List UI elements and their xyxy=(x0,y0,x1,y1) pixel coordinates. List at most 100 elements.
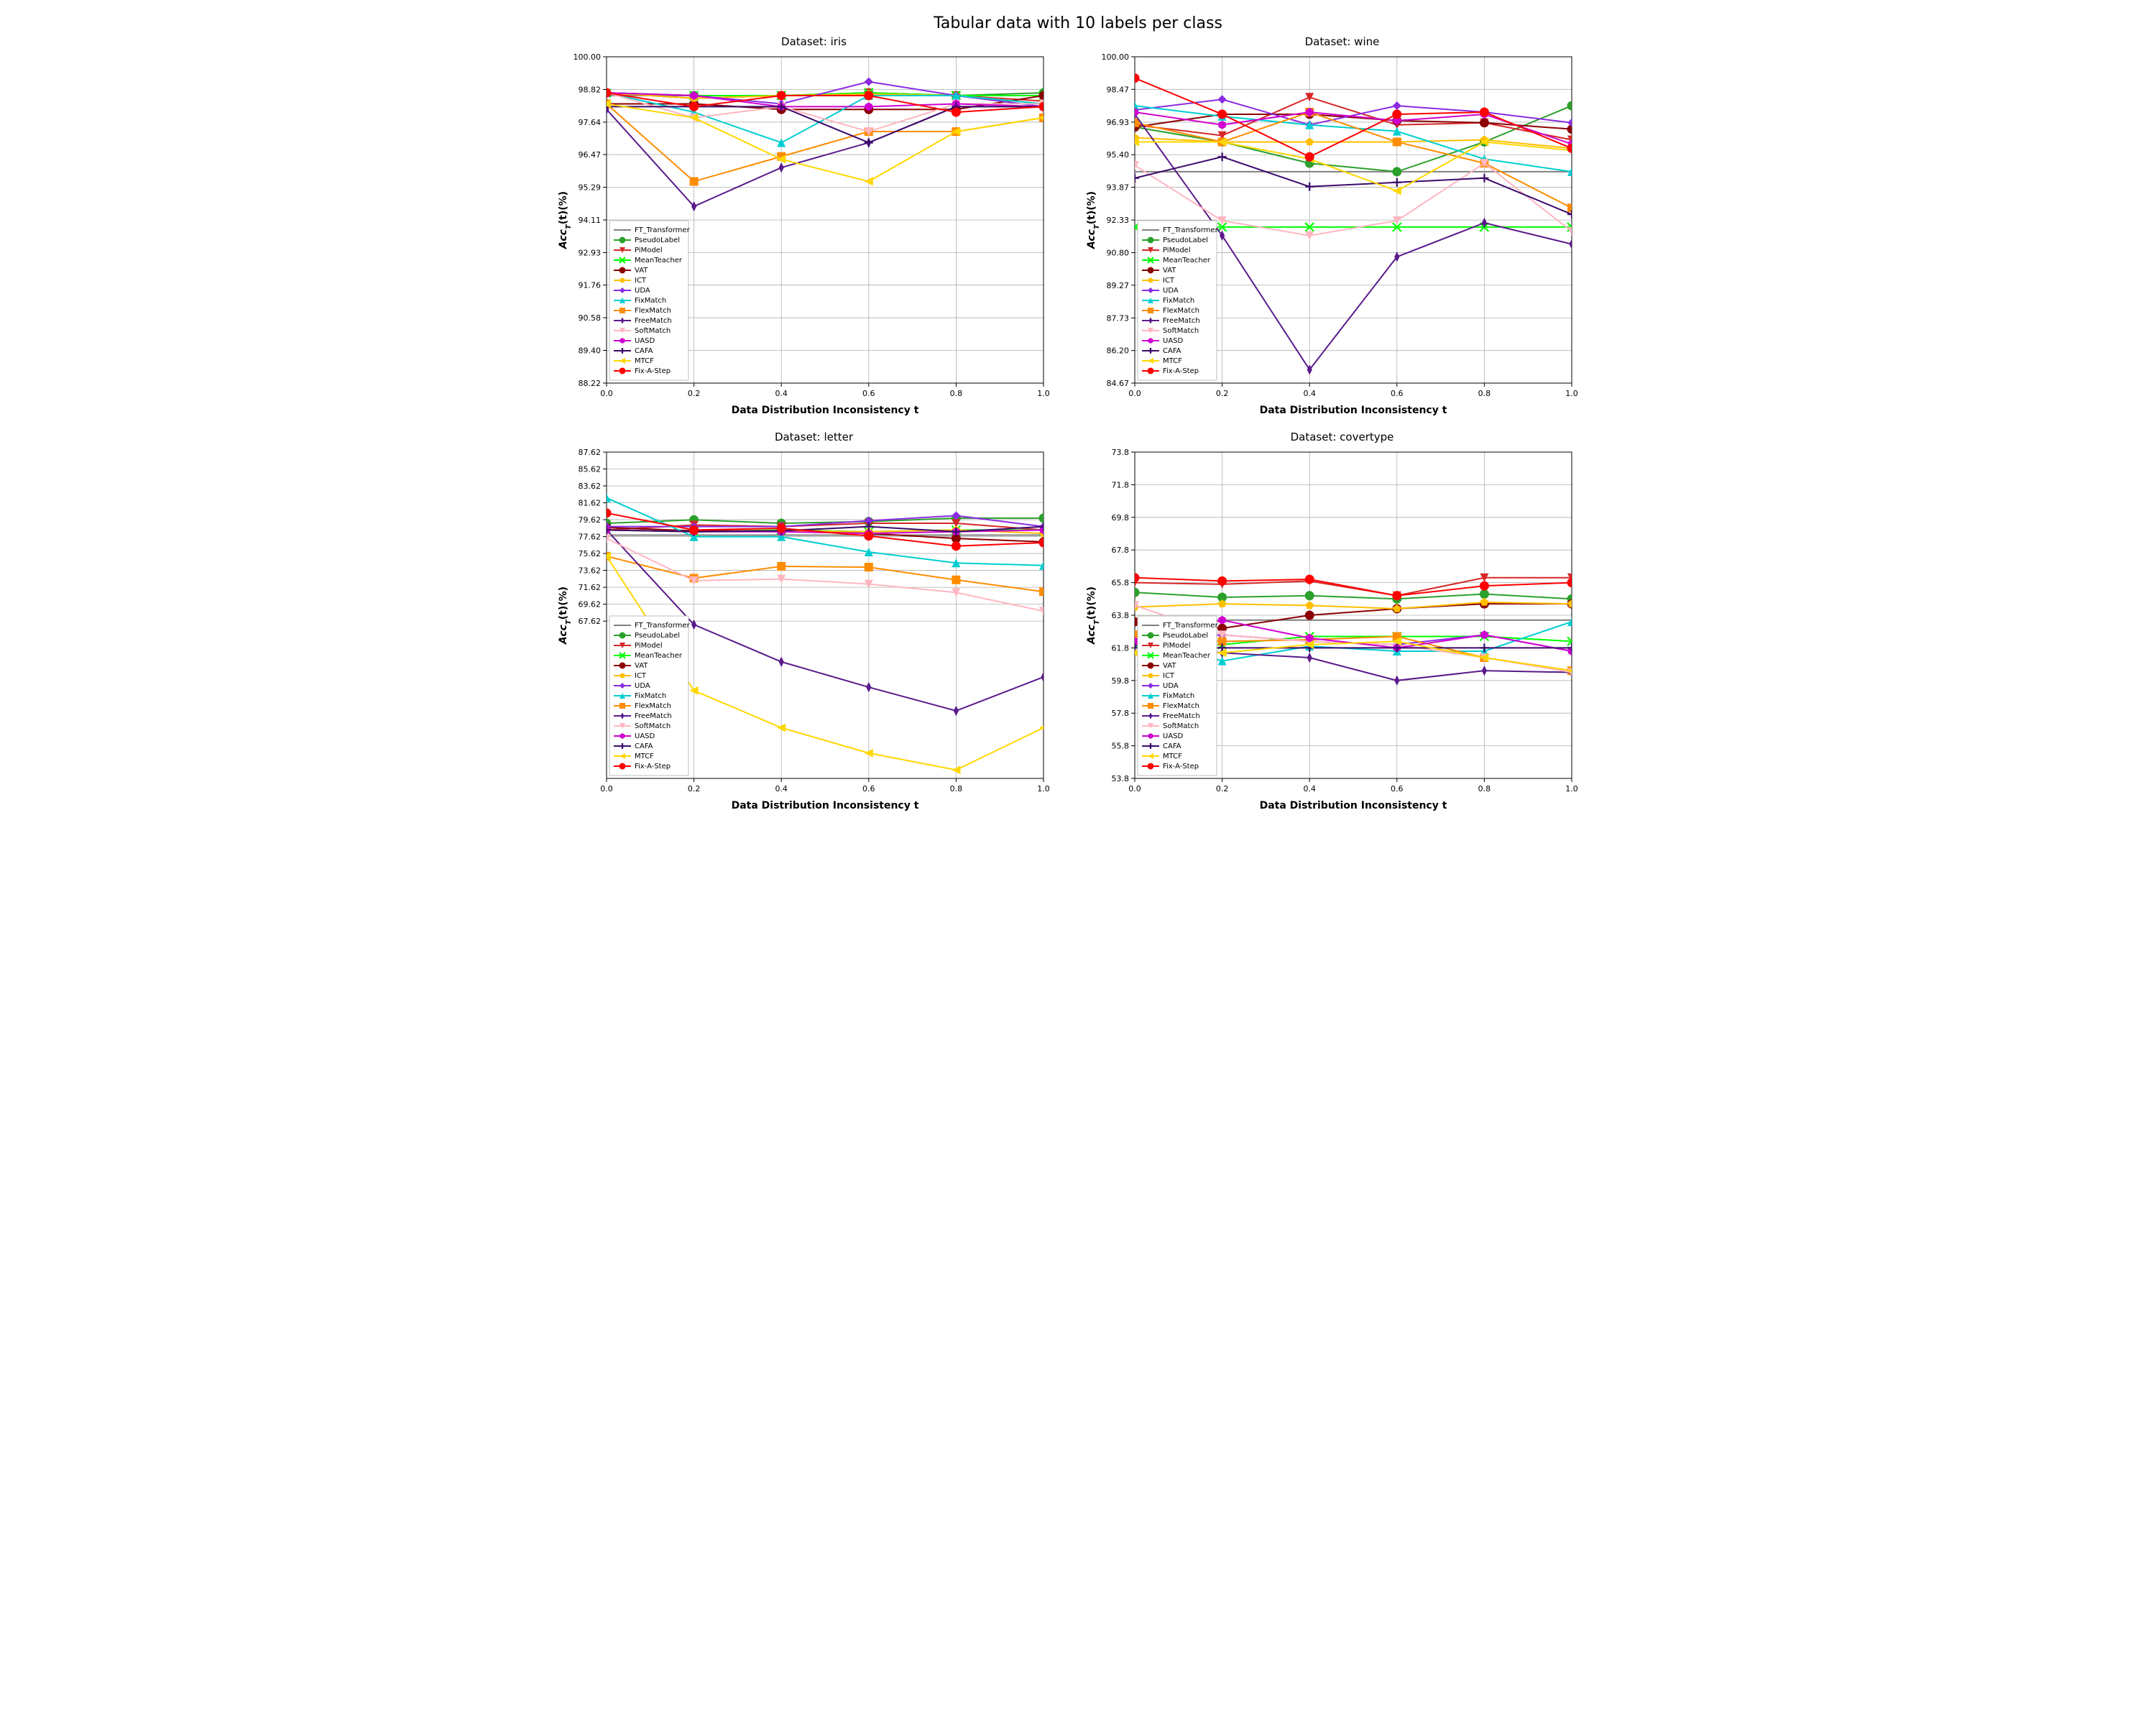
legend-label: PiModel xyxy=(635,247,663,254)
panel-title: Dataset: iris xyxy=(553,35,1074,48)
y-tick-label: 81.62 xyxy=(579,499,602,508)
y-tick-label: 90.80 xyxy=(1107,248,1130,257)
legend-label: FreeMatch xyxy=(1163,712,1200,720)
legend-item: FreeMatch xyxy=(614,712,672,720)
y-tick-label: 98.82 xyxy=(579,85,602,94)
y-tick-label: 84.67 xyxy=(1107,379,1130,388)
y-tick-label: 98.47 xyxy=(1107,85,1130,94)
y-axis-label: AccT(t)(%) xyxy=(558,191,573,249)
x-tick-label: 0.4 xyxy=(1303,784,1316,794)
legend-label: FT_Transformer xyxy=(635,226,691,234)
legend-label: UASD xyxy=(1163,337,1184,345)
legend-label: Fix-A-Step xyxy=(635,367,671,375)
y-tick-label: 85.62 xyxy=(579,465,602,474)
legend-label: FlexMatch xyxy=(1163,702,1199,710)
legend-label: FixMatch xyxy=(635,297,666,305)
legend-label: CAFA xyxy=(1163,742,1181,750)
y-tick-label: 87.62 xyxy=(579,448,602,457)
x-tick-label: 0.8 xyxy=(1478,784,1491,794)
legend-label: MeanTeacher xyxy=(1163,652,1211,660)
y-tick-label: 95.40 xyxy=(1107,150,1130,160)
legend-label: VAT xyxy=(635,662,648,670)
legend-label: ICT xyxy=(635,277,647,285)
legend-label: PiModel xyxy=(635,642,663,650)
legend-label: FixMatch xyxy=(635,692,666,700)
x-tick-label: 0.0 xyxy=(1128,389,1141,398)
chart-panel: Dataset: letter0.00.20.40.60.81.067.6269… xyxy=(553,431,1074,819)
legend-label: MTCF xyxy=(635,357,654,365)
legend-label: FT_Transformer xyxy=(1163,622,1219,630)
y-tick-label: 59.8 xyxy=(1112,676,1130,686)
x-tick-label: 0.4 xyxy=(775,784,788,794)
legend-label: PseudoLabel xyxy=(1163,632,1208,640)
y-tick-label: 65.8 xyxy=(1112,579,1130,588)
y-tick-label: 79.62 xyxy=(579,515,602,525)
x-tick-label: 0.8 xyxy=(1478,389,1491,398)
legend-label: FlexMatch xyxy=(635,307,671,315)
x-axis-label: Data Distribution Inconsistency t xyxy=(1260,800,1447,811)
x-tick-label: 1.0 xyxy=(1037,784,1050,794)
y-tick-label: 77.62 xyxy=(579,533,602,542)
y-tick-label: 53.8 xyxy=(1112,774,1130,783)
legend-item: Fix-A-Step xyxy=(1142,763,1199,770)
legend-label: FT_Transformer xyxy=(635,622,691,630)
legend-label: FT_Transformer xyxy=(1163,226,1219,234)
y-tick-label: 96.93 xyxy=(1107,118,1130,127)
legend-label: MTCF xyxy=(1163,357,1182,365)
x-tick-label: 0.2 xyxy=(1216,389,1229,398)
x-tick-label: 0.4 xyxy=(775,389,788,398)
legend-label: ICT xyxy=(1163,672,1175,680)
legend-label: FlexMatch xyxy=(635,702,671,710)
x-tick-label: 0.6 xyxy=(1391,784,1404,794)
legend-label: SoftMatch xyxy=(1163,327,1199,335)
y-axis-label: AccT(t)(%) xyxy=(1086,191,1101,249)
chart-panel: Dataset: iris0.00.20.40.60.81.088.2289.4… xyxy=(553,35,1074,423)
legend-label: FixMatch xyxy=(1163,297,1194,305)
x-tick-label: 1.0 xyxy=(1037,389,1050,398)
y-tick-label: 97.64 xyxy=(579,118,602,127)
x-tick-label: 0.2 xyxy=(688,784,701,794)
y-tick-label: 57.8 xyxy=(1112,709,1130,718)
x-tick-label: 0.6 xyxy=(862,389,875,398)
chart-panel: Dataset: covertype0.00.20.40.60.81.053.8… xyxy=(1082,431,1603,819)
legend-label: MeanTeacher xyxy=(1163,257,1211,264)
y-tick-label: 95.29 xyxy=(579,183,602,193)
y-tick-label: 100.00 xyxy=(573,52,602,62)
legend-label: UDA xyxy=(635,287,650,295)
legend-label: SoftMatch xyxy=(1163,722,1199,730)
legend-item: FreeMatch xyxy=(1142,712,1200,720)
legend-label: CAFA xyxy=(1163,347,1181,355)
panel-title: Dataset: covertype xyxy=(1082,431,1603,443)
y-tick-label: 55.8 xyxy=(1112,742,1130,751)
legend-label: UASD xyxy=(635,732,655,740)
legend: FT_TransformerPseudoLabelPiModelMeanTeac… xyxy=(609,616,691,776)
y-tick-label: 100.00 xyxy=(1102,52,1130,62)
y-tick-label: 92.93 xyxy=(579,248,602,257)
legend-item: Fix-A-Step xyxy=(1142,367,1199,375)
legend-label: UDA xyxy=(635,682,650,690)
legend-item: FreeMatch xyxy=(1142,317,1200,325)
legend-label: SoftMatch xyxy=(635,327,671,335)
y-tick-label: 69.62 xyxy=(579,600,602,610)
legend: FT_TransformerPseudoLabelPiModelMeanTeac… xyxy=(1138,221,1219,380)
legend-label: CAFA xyxy=(635,347,653,355)
y-tick-label: 73.8 xyxy=(1112,448,1130,457)
legend-item: FreeMatch xyxy=(614,317,672,325)
legend-label: ICT xyxy=(1163,277,1175,285)
legend: FT_TransformerPseudoLabelPiModelMeanTeac… xyxy=(1138,616,1219,776)
x-axis-label: Data Distribution Inconsistency t xyxy=(732,405,919,416)
legend-item: Fix-A-Step xyxy=(614,367,671,375)
y-tick-label: 89.40 xyxy=(579,346,602,356)
y-tick-label: 61.8 xyxy=(1112,643,1130,653)
chart-svg: 0.00.20.40.60.81.053.855.857.859.861.863… xyxy=(1082,445,1585,819)
legend-label: FixMatch xyxy=(1163,692,1194,700)
x-tick-label: 0.6 xyxy=(862,784,875,794)
legend-label: ICT xyxy=(635,672,647,680)
legend-label: FreeMatch xyxy=(1163,317,1200,325)
legend-label: VAT xyxy=(1163,662,1176,670)
legend-label: MeanTeacher xyxy=(635,652,683,660)
x-tick-label: 0.8 xyxy=(950,784,963,794)
chart-panel: Dataset: wine0.00.20.40.60.81.084.6786.2… xyxy=(1082,35,1603,423)
x-tick-label: 0.0 xyxy=(1128,784,1141,794)
x-tick-label: 1.0 xyxy=(1565,784,1578,794)
